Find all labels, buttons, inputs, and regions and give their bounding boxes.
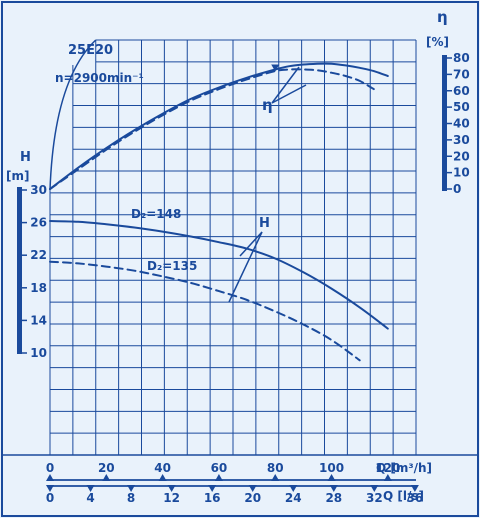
head-leader-d135	[228, 231, 263, 303]
flow-tick-label: 80	[267, 461, 284, 475]
head-tick-label: 22	[30, 248, 47, 262]
flow-ls-tick-label: 8	[127, 491, 135, 505]
flow-tick-label: 100	[319, 461, 344, 475]
flow-tick-label: 20	[98, 461, 115, 475]
x-bottom-axis-label: Q [l/s]	[383, 489, 424, 503]
flow-tick-label: 40	[154, 461, 171, 475]
eta-leader-d148	[271, 66, 300, 104]
head-tick-label: 10	[30, 346, 47, 360]
flow-ls-tick	[329, 485, 338, 492]
head-tick-label: 26	[30, 216, 47, 230]
efficiency-tick-label: 70	[453, 67, 470, 81]
flow-ls-tick	[289, 485, 298, 492]
head-curve-d135	[49, 260, 361, 362]
flow-ls-tick	[167, 485, 176, 492]
flow-tick	[214, 474, 223, 481]
chart-subtitle: n=2900min⁻¹	[55, 71, 144, 85]
flow-tick	[158, 474, 167, 481]
efficiency-tick-label: 60	[453, 84, 470, 98]
flow-ls-tick	[370, 485, 379, 492]
efficiency-curves-label: η	[262, 96, 273, 114]
head-tick-label: 30	[30, 183, 47, 197]
flow-ls-tick-label: 32	[366, 491, 383, 505]
efficiency-tick-label: 10	[453, 166, 470, 180]
flow-ls-tick-label: 16	[204, 491, 221, 505]
head-tick-label: 14	[30, 313, 47, 327]
flow-ls-tick-label: 20	[244, 491, 261, 505]
head-curves-label: H	[259, 216, 270, 231]
flow-tick	[383, 474, 392, 481]
chart-title: 25E20	[68, 43, 113, 58]
y-right-unit: [%]	[426, 35, 449, 49]
efficiency-tick-label: 20	[453, 149, 470, 163]
y-left-unit: [m]	[6, 169, 29, 183]
flow-ls-tick	[248, 485, 257, 492]
efficiency-tick-label: 80	[453, 51, 470, 65]
efficiency-tick-label: 30	[453, 133, 470, 147]
flow-tick-label: 120	[375, 461, 400, 475]
x-top-axis-label: Q [m³/h]	[376, 461, 432, 475]
grid-corner-arc	[49, 39, 97, 191]
flow-ls-tick-label: 4	[86, 491, 94, 505]
efficiency-tick-label: 40	[453, 117, 470, 131]
eta-leader-d135	[271, 84, 307, 104]
flow-tick-label: 60	[211, 461, 228, 475]
head-curve-d148	[49, 220, 389, 330]
flow-ls-tick	[410, 485, 419, 492]
efficiency-axis-bar	[442, 55, 447, 191]
chart-curves	[49, 62, 389, 362]
head-tick-label: 18	[30, 281, 47, 295]
flow-ls-tick-label: 28	[325, 491, 342, 505]
head-leader-d148	[239, 231, 263, 257]
curve-label-d135: D₂=135	[147, 259, 197, 273]
flow-tick	[46, 474, 54, 481]
y-right-label: η	[437, 8, 448, 26]
flow-tick-label: 0	[46, 461, 54, 475]
efficiency-tick-label: 50	[453, 100, 470, 114]
curve-label-d148: D₂=148	[131, 207, 181, 221]
flow-ls-tick-label: 12	[163, 491, 180, 505]
flow-tick	[327, 474, 336, 481]
flow-ls-tick	[46, 485, 54, 492]
flow-ls-tick	[86, 485, 95, 492]
efficiency-curve-d135	[49, 68, 375, 190]
flow-tick	[271, 474, 280, 481]
flow-ls-tick	[208, 485, 217, 492]
flow-ls-tick-label: 24	[285, 491, 302, 505]
head-axis-bar	[17, 187, 22, 354]
flow-ls-tick	[127, 485, 136, 492]
flow-ls-tick-label: 36	[407, 491, 424, 505]
y-left-label: H	[20, 150, 31, 165]
flow-ls-tick-label: 0	[46, 491, 54, 505]
flow-tick	[102, 474, 111, 481]
bep-marker	[271, 64, 280, 72]
chart-grid	[49, 39, 417, 456]
efficiency-tick-label: 0	[453, 182, 461, 196]
